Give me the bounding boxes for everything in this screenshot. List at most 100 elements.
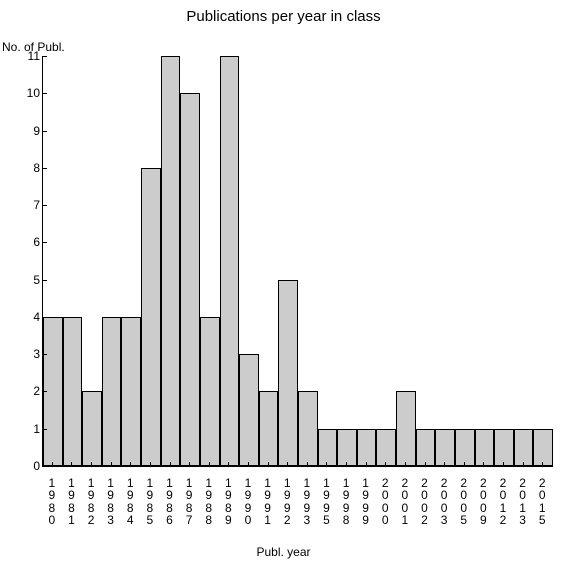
x-tick-mark [189, 462, 190, 467]
x-tick-label: 1 9 9 8 [340, 477, 352, 527]
bar [200, 317, 220, 466]
bar [533, 429, 553, 466]
y-tick-label: 1 [20, 422, 40, 436]
bar [416, 429, 436, 466]
x-tick-mark [346, 462, 347, 467]
y-tick-label: 4 [20, 310, 40, 324]
y-tick-label: 2 [20, 384, 40, 398]
x-tick-mark [307, 462, 308, 467]
x-tick-mark [366, 462, 367, 467]
x-tick-mark [425, 462, 426, 467]
x-tick-label: 2 0 1 3 [517, 477, 529, 527]
x-tick-label: 1 9 9 3 [301, 477, 313, 527]
bar [239, 354, 259, 466]
x-tick-label: 1 9 9 1 [262, 477, 274, 527]
x-tick-label: 1 9 8 8 [203, 477, 215, 527]
bar [396, 391, 416, 466]
y-tick-mark [42, 56, 47, 57]
y-tick-label: 7 [20, 198, 40, 212]
bar [298, 391, 318, 466]
x-tick-label: 1 9 8 2 [85, 477, 97, 527]
bar [475, 429, 495, 466]
chart-container: Publications per year in class No. of Pu… [0, 0, 567, 567]
y-tick-label: 9 [20, 124, 40, 138]
y-tick-label: 5 [20, 273, 40, 287]
x-tick-label: 1 9 8 1 [65, 477, 77, 527]
x-tick-label: 1 9 9 5 [320, 477, 332, 527]
x-tick-label: 1 9 8 3 [105, 477, 117, 527]
bar [514, 429, 534, 466]
x-tick-mark [130, 462, 131, 467]
y-tick-mark [42, 280, 47, 281]
x-tick-label: 1 9 8 4 [124, 477, 136, 527]
bar [455, 429, 475, 466]
bar [318, 429, 338, 466]
x-tick-label: 1 9 8 7 [183, 477, 195, 527]
x-tick-label: 1 9 9 9 [360, 477, 372, 527]
y-tick-mark [42, 93, 47, 94]
x-tick-label: 2 0 0 0 [379, 477, 391, 527]
bar [259, 391, 279, 466]
y-tick-mark [42, 391, 47, 392]
x-tick-mark [464, 462, 465, 467]
y-tick-mark [42, 131, 47, 132]
x-tick-label: 1 9 8 0 [46, 477, 58, 527]
y-tick-label: 10 [20, 86, 40, 100]
x-tick-label: 2 0 0 2 [419, 477, 431, 527]
x-tick-mark [268, 462, 269, 467]
x-tick-mark [326, 462, 327, 467]
x-tick-label: 2 0 0 3 [438, 477, 450, 527]
bar [161, 56, 181, 466]
bar [494, 429, 514, 466]
plot-area [42, 56, 553, 467]
x-tick-mark [228, 462, 229, 467]
x-tick-mark [150, 462, 151, 467]
x-tick-label: 1 9 8 9 [222, 477, 234, 527]
x-tick-label: 2 0 0 5 [458, 477, 470, 527]
x-tick-label: 1 9 8 6 [164, 477, 176, 527]
x-tick-mark [287, 462, 288, 467]
bar [278, 280, 298, 466]
bar [357, 429, 377, 466]
x-tick-mark [385, 462, 386, 467]
x-tick-mark [444, 462, 445, 467]
bar [435, 429, 455, 466]
x-tick-mark [111, 462, 112, 467]
bar [102, 317, 122, 466]
x-tick-mark [248, 462, 249, 467]
y-tick-mark [42, 168, 47, 169]
x-tick-mark [503, 462, 504, 467]
x-tick-label: 1 9 9 2 [281, 477, 293, 527]
y-tick-mark [42, 205, 47, 206]
bar [220, 56, 240, 466]
bar [82, 391, 102, 466]
x-tick-mark [71, 462, 72, 467]
x-tick-label: 1 9 9 0 [242, 477, 254, 527]
x-tick-label: 2 0 0 1 [399, 477, 411, 527]
x-tick-label: 2 0 1 2 [497, 477, 509, 527]
chart-title: Publications per year in class [0, 8, 567, 25]
y-tick-label: 0 [20, 459, 40, 473]
x-tick-mark [91, 462, 92, 467]
bar [337, 429, 357, 466]
y-tick-mark [42, 242, 47, 243]
x-tick-mark [405, 462, 406, 467]
x-tick-mark [542, 462, 543, 467]
x-tick-mark [209, 462, 210, 467]
y-tick-mark [42, 466, 47, 467]
y-tick-mark [42, 354, 47, 355]
x-tick-label: 1 9 8 5 [144, 477, 156, 527]
y-tick-label: 8 [20, 161, 40, 175]
x-tick-label: 2 0 1 5 [536, 477, 548, 527]
y-tick-mark [42, 429, 47, 430]
bar [180, 93, 200, 466]
y-tick-mark [42, 317, 47, 318]
y-tick-label: 11 [20, 49, 40, 63]
x-tick-label: 2 0 0 9 [477, 477, 489, 527]
y-tick-label: 3 [20, 347, 40, 361]
x-tick-mark [523, 462, 524, 467]
x-tick-mark [52, 462, 53, 467]
bar [63, 317, 83, 466]
x-tick-mark [483, 462, 484, 467]
bar [141, 168, 161, 466]
